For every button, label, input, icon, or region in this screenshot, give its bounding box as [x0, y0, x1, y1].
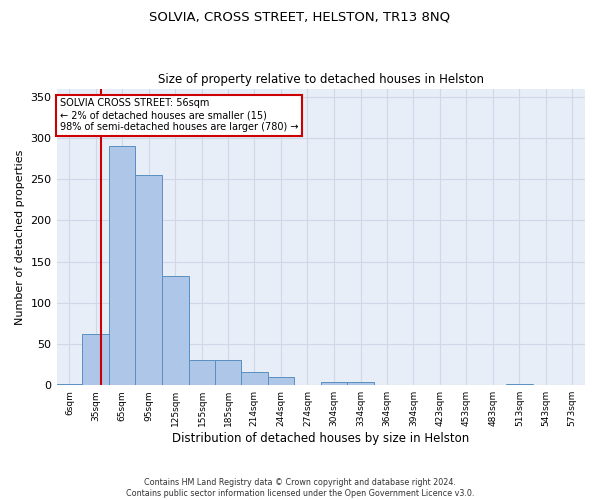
Y-axis label: Number of detached properties: Number of detached properties	[15, 149, 25, 324]
Text: SOLVIA CROSS STREET: 56sqm
← 2% of detached houses are smaller (15)
98% of semi-: SOLVIA CROSS STREET: 56sqm ← 2% of detac…	[60, 98, 299, 132]
Bar	[188, 360, 215, 385]
Bar	[347, 382, 374, 385]
Bar	[82, 334, 109, 385]
Bar	[241, 372, 268, 385]
Text: SOLVIA, CROSS STREET, HELSTON, TR13 8NQ: SOLVIA, CROSS STREET, HELSTON, TR13 8NQ	[149, 10, 451, 23]
Bar	[56, 384, 82, 385]
Bar	[506, 384, 533, 385]
Bar	[162, 276, 188, 385]
Bar	[109, 146, 136, 385]
Text: Contains HM Land Registry data © Crown copyright and database right 2024.
Contai: Contains HM Land Registry data © Crown c…	[126, 478, 474, 498]
Bar	[268, 377, 294, 385]
Bar	[215, 360, 241, 385]
Bar	[136, 175, 162, 385]
X-axis label: Distribution of detached houses by size in Helston: Distribution of detached houses by size …	[172, 432, 469, 445]
Title: Size of property relative to detached houses in Helston: Size of property relative to detached ho…	[158, 73, 484, 86]
Bar	[321, 382, 347, 385]
